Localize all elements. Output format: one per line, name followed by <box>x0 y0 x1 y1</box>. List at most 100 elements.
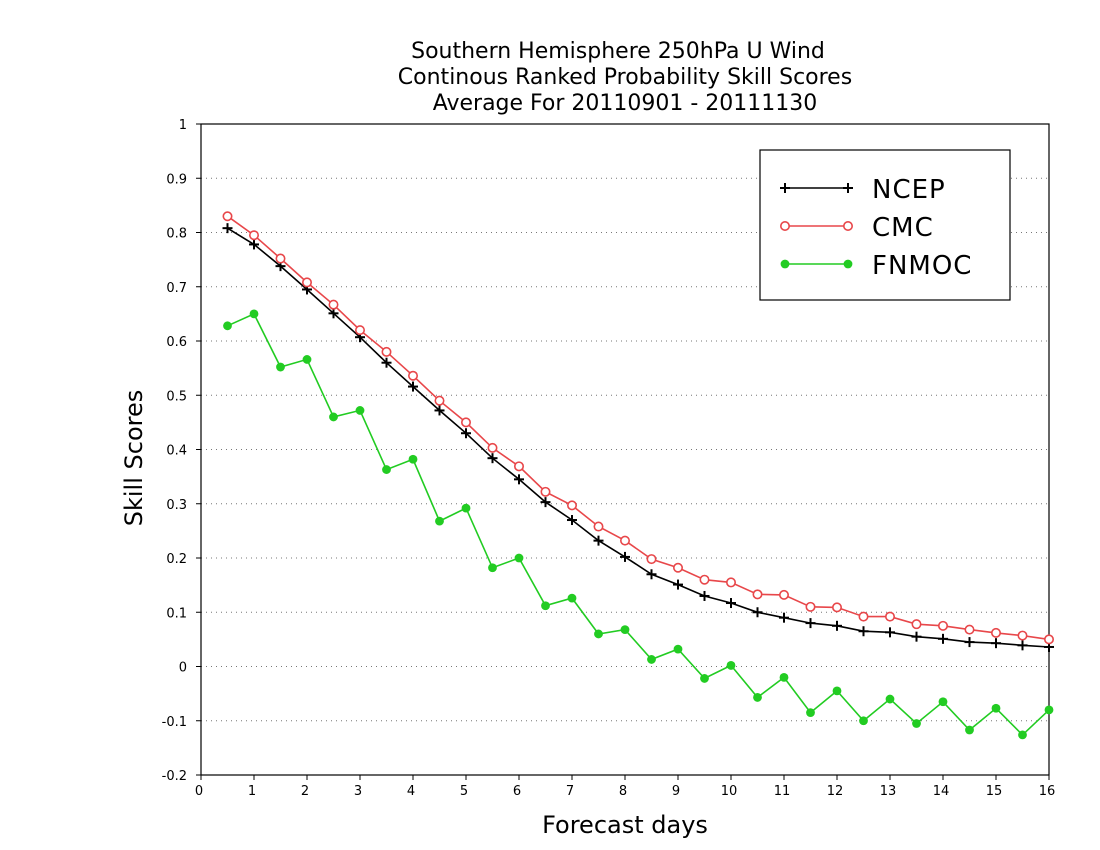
data-point-ncep <box>646 569 657 580</box>
x-axis-ticks: 0 1 2 3 4 5 6 7 8 9 10 11 12 13 14 15 16 <box>195 775 1055 799</box>
data-point-ncep <box>567 515 577 526</box>
data-point-cmc <box>460 417 471 428</box>
y-tick-label: -0.1 <box>162 715 187 730</box>
legend-box <box>759 149 1011 301</box>
data-point-cmc <box>1017 630 1028 641</box>
data-point-cmc <box>884 611 895 622</box>
data-point-fnmoc <box>885 694 895 704</box>
data-point-fnmoc <box>276 362 285 372</box>
data-point-cmc <box>752 589 763 600</box>
data-point-ncep <box>779 612 789 623</box>
legend-label-fnmoc: FNMOC <box>872 251 972 281</box>
data-point-cmc <box>858 611 869 622</box>
series-line-fnmoc <box>227 312 1050 737</box>
data-point-fnmoc <box>859 716 868 726</box>
x-tick-label: 5 <box>460 784 468 799</box>
data-point-ncep <box>540 497 551 508</box>
data-point-cmc <box>964 624 975 635</box>
y-tick-label: 0.8 <box>166 227 187 242</box>
y-tick-label: 0.7 <box>166 281 187 296</box>
data-point-ncep <box>726 598 736 609</box>
legend-marker-cmc <box>842 221 853 232</box>
data-point-ncep <box>328 308 339 319</box>
x-tick-label: 3 <box>354 784 362 799</box>
x-tick-label: 16 <box>1039 784 1056 799</box>
legend-marker-ncep <box>843 183 853 193</box>
data-point-ncep <box>461 428 471 439</box>
legend-entry-ncep: NCEP <box>780 175 946 205</box>
data-point-fnmoc <box>541 601 550 611</box>
data-point-ncep <box>593 535 604 546</box>
data-point-cmc <box>778 589 789 600</box>
data-point-cmc <box>249 230 260 241</box>
data-point-ncep <box>832 620 842 631</box>
data-point-fnmoc <box>832 686 842 696</box>
data-point-cmc <box>540 486 551 497</box>
y-tick-label: 1 <box>179 118 187 133</box>
title-line-3: Average For 20110901 - 20111130 <box>433 91 818 116</box>
x-tick-label: 1 <box>248 784 256 799</box>
data-point-ncep <box>752 607 763 618</box>
y-tick-label: 0.9 <box>166 172 187 187</box>
data-series <box>222 211 1055 740</box>
data-point-ncep <box>805 618 816 629</box>
data-point-ncep <box>938 633 948 644</box>
y-axis-ticks: -0.2 -0.1 0 0.1 0.2 0.3 0.4 0.5 0.6 0.7 0.8 0.9 1 <box>162 118 201 784</box>
data-point-fnmoc <box>753 693 762 702</box>
data-point-cmc <box>407 370 418 381</box>
data-point-fnmoc <box>461 503 471 513</box>
x-tick-label: 8 <box>619 784 627 799</box>
data-point-fnmoc <box>488 563 497 573</box>
data-point-cmc <box>990 627 1001 638</box>
series-fnmoc <box>223 309 1054 740</box>
data-point-ncep <box>699 590 710 601</box>
data-point-ncep <box>673 579 683 590</box>
data-point-fnmoc <box>779 672 789 682</box>
data-point-ncep <box>991 638 1001 649</box>
x-tick-label: 2 <box>301 784 309 799</box>
data-point-fnmoc <box>1044 705 1054 715</box>
y-axis-label: Skill Scores <box>120 390 148 527</box>
legend-label-ncep: NCEP <box>872 175 946 205</box>
x-tick-label: 11 <box>774 784 791 799</box>
data-point-ncep <box>381 357 392 368</box>
data-point-cmc <box>381 346 392 357</box>
data-point-fnmoc <box>965 725 974 735</box>
x-tick-label: 6 <box>513 784 521 799</box>
x-tick-label: 12 <box>827 784 844 799</box>
y-tick-label: 0.1 <box>166 606 187 621</box>
data-point-cmc <box>328 299 339 310</box>
y-tick-label: 0.6 <box>166 335 187 350</box>
data-point-cmc <box>699 574 710 585</box>
data-point-cmc <box>566 500 577 511</box>
data-point-ncep <box>408 381 418 392</box>
data-point-fnmoc <box>806 708 815 718</box>
data-point-cmc <box>619 535 630 546</box>
x-tick-label: 13 <box>880 784 897 799</box>
data-point-fnmoc <box>514 553 524 563</box>
data-point-fnmoc <box>435 516 444 526</box>
x-tick-label: 10 <box>721 784 738 799</box>
data-point-ncep <box>222 223 233 234</box>
data-point-cmc <box>646 554 657 565</box>
data-point-ncep <box>1017 640 1028 651</box>
data-point-fnmoc <box>700 674 709 683</box>
x-tick-label: 0 <box>195 784 203 799</box>
data-point-ncep <box>885 627 895 638</box>
data-point-ncep <box>249 239 259 250</box>
data-point-cmc <box>487 442 498 453</box>
chart-title: Southern Hemisphere 250hPa U Wind Contin… <box>398 39 852 116</box>
data-point-fnmoc <box>408 454 418 464</box>
x-tick-label: 7 <box>566 784 574 799</box>
data-point-ncep <box>858 626 869 637</box>
legend-marker-fnmoc <box>780 259 790 269</box>
y-tick-label: 0 <box>179 661 187 676</box>
data-point-ncep <box>911 631 922 642</box>
data-point-fnmoc <box>673 644 683 654</box>
data-point-fnmoc <box>249 309 259 319</box>
data-point-ncep <box>434 405 445 416</box>
legend-marker-fnmoc <box>843 259 853 269</box>
data-point-cmc <box>513 461 524 472</box>
legend-marker-ncep <box>780 183 790 193</box>
